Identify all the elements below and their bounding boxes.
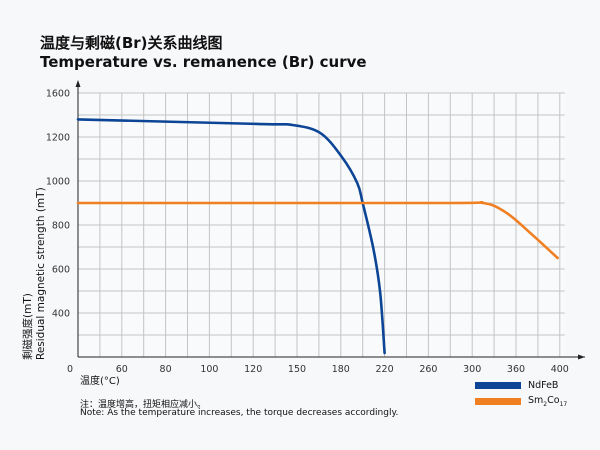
legend-label-sub: 2	[543, 400, 548, 408]
y-axis-arrow	[75, 80, 81, 87]
x-tick-label: 0	[67, 364, 73, 375]
x-tick-label: 300	[463, 364, 481, 375]
legend-item-sm2co17: Sm2Co17	[475, 395, 567, 408]
legend-label-sm2co17: Sm2Co17	[528, 395, 567, 408]
y-tick-label: 1200	[46, 133, 70, 144]
x-tick-label: 120	[244, 364, 262, 375]
y-axis-label: 剩磁强度(mT) Residual magnetic strength (mT)	[22, 187, 48, 360]
legend-label-sub: 17	[559, 400, 568, 408]
legend-label-ndfeb: NdFeB	[528, 380, 559, 391]
x-tick-label: 400	[551, 364, 569, 375]
x-tick-label: 150	[288, 364, 306, 375]
legend-item-ndfeb: NdFeB	[475, 380, 558, 391]
x-axis-arrow	[578, 354, 585, 360]
x-tick-label: 180	[332, 364, 350, 375]
chart-title-cn: 温度与剩磁(Br)关系曲线图	[40, 34, 223, 52]
x-axis-label: 温度(°C)	[80, 376, 120, 387]
legend-label-part: Co	[547, 395, 560, 406]
note-cn: 注：温度增高，扭矩相应减小。	[80, 400, 207, 410]
x-tick-label: 80	[160, 364, 172, 375]
y-tick-label: 1600	[46, 89, 70, 100]
y-tick-label: 800	[52, 221, 70, 232]
x-tick-label: 60	[116, 364, 128, 375]
x-tick-label: 220	[376, 364, 394, 375]
y-tick-label: 1000	[46, 177, 70, 188]
legend-swatch-ndfeb	[475, 382, 521, 389]
y-tick-label: 400	[52, 309, 70, 320]
chart-title: Temperature vs. remanence (Br) curve	[40, 53, 367, 71]
x-tick-label: 100	[200, 364, 218, 375]
legend-label-part: Sm	[528, 395, 544, 406]
x-tick-label: 360	[507, 364, 525, 375]
x-tick-label: 260	[419, 364, 437, 375]
series-line-ndfeb	[76, 118, 386, 355]
y-axis-label-cn: 剩磁强度(mT)	[22, 293, 34, 360]
y-axis-label-en: Residual magnetic strength (mT)	[35, 187, 47, 360]
note-en: Note: As the temperature increases, the …	[80, 408, 399, 418]
y-tick-label: 600	[52, 265, 70, 276]
legend-swatch-sm2co17	[475, 397, 521, 405]
series-line-sm2co17	[76, 200, 559, 260]
